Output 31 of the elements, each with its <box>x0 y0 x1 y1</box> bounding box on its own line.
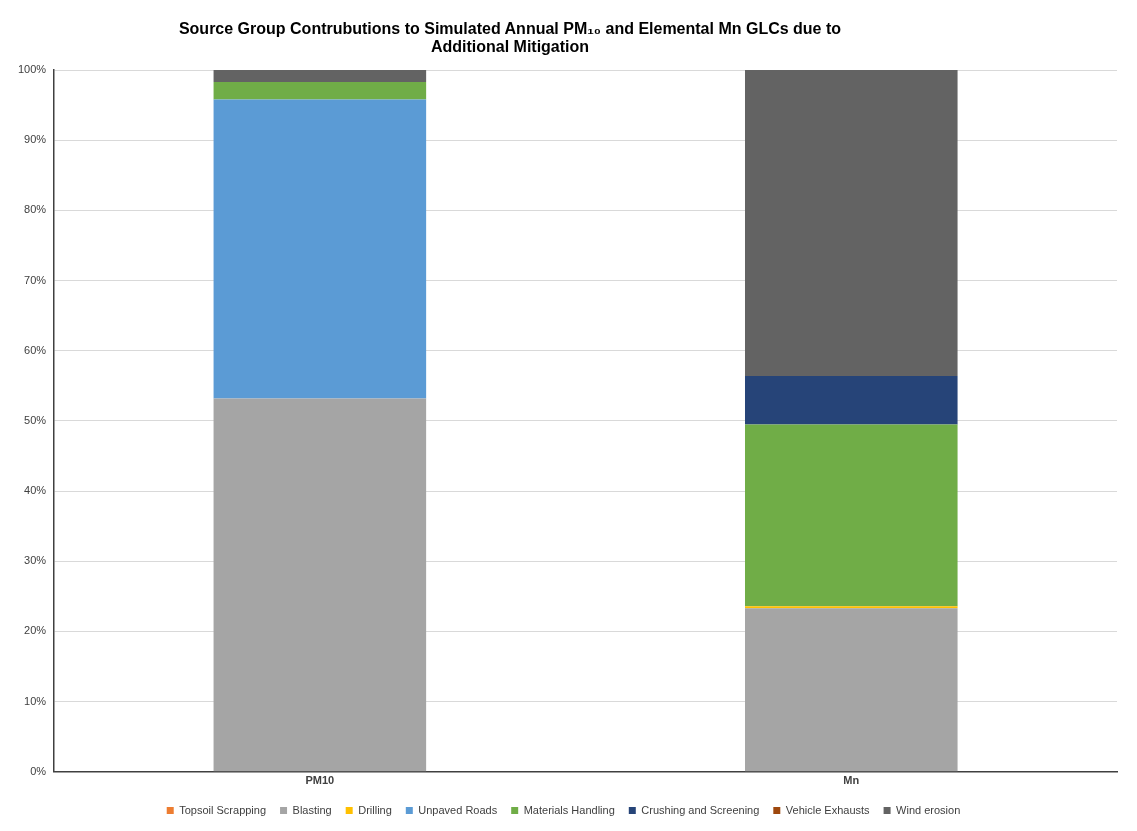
legend-label: Crushing and Screening <box>641 803 760 816</box>
y-tick-label: 70% <box>24 273 47 286</box>
legend-label: Topsoil Scrapping <box>179 803 267 816</box>
x-tick-label: PM10 <box>305 774 335 787</box>
chart-title: Source Group Contrubutions to Simulated Annual PM₁₀ and Elemental Mn GLCs due to Additional Mitigation <box>177 20 843 56</box>
legend-label: Blasting <box>292 803 332 816</box>
legend-label: Materials Handling <box>523 803 615 816</box>
y-tick-label: 90% <box>24 133 47 146</box>
bar <box>745 375 958 425</box>
bar <box>745 608 958 772</box>
y-tick-label: 40% <box>24 484 47 497</box>
legend-label: Drilling <box>358 803 392 816</box>
y-tick-label: 0% <box>30 764 47 777</box>
y-tick-label: 60% <box>24 343 47 356</box>
bar <box>213 81 427 100</box>
legend-label: Vehicle Exhausts <box>785 803 871 816</box>
bar <box>213 398 427 772</box>
bar <box>745 606 958 609</box>
y-tick-label: 50% <box>24 413 47 426</box>
bar <box>745 424 958 607</box>
legend-label: Unpaved Roads <box>418 803 498 816</box>
y-tick-label: 10% <box>24 694 47 707</box>
bar <box>213 70 427 82</box>
y-tick-label: 20% <box>24 624 47 637</box>
y-tick-label: 100% <box>17 63 47 76</box>
y-tick-label: 30% <box>24 554 47 567</box>
y-tick-label: 80% <box>24 203 47 216</box>
x-tick-label: Mn <box>843 774 860 787</box>
bar <box>745 70 958 376</box>
legend-label: Wind erosion <box>896 803 961 816</box>
bar <box>213 99 427 399</box>
